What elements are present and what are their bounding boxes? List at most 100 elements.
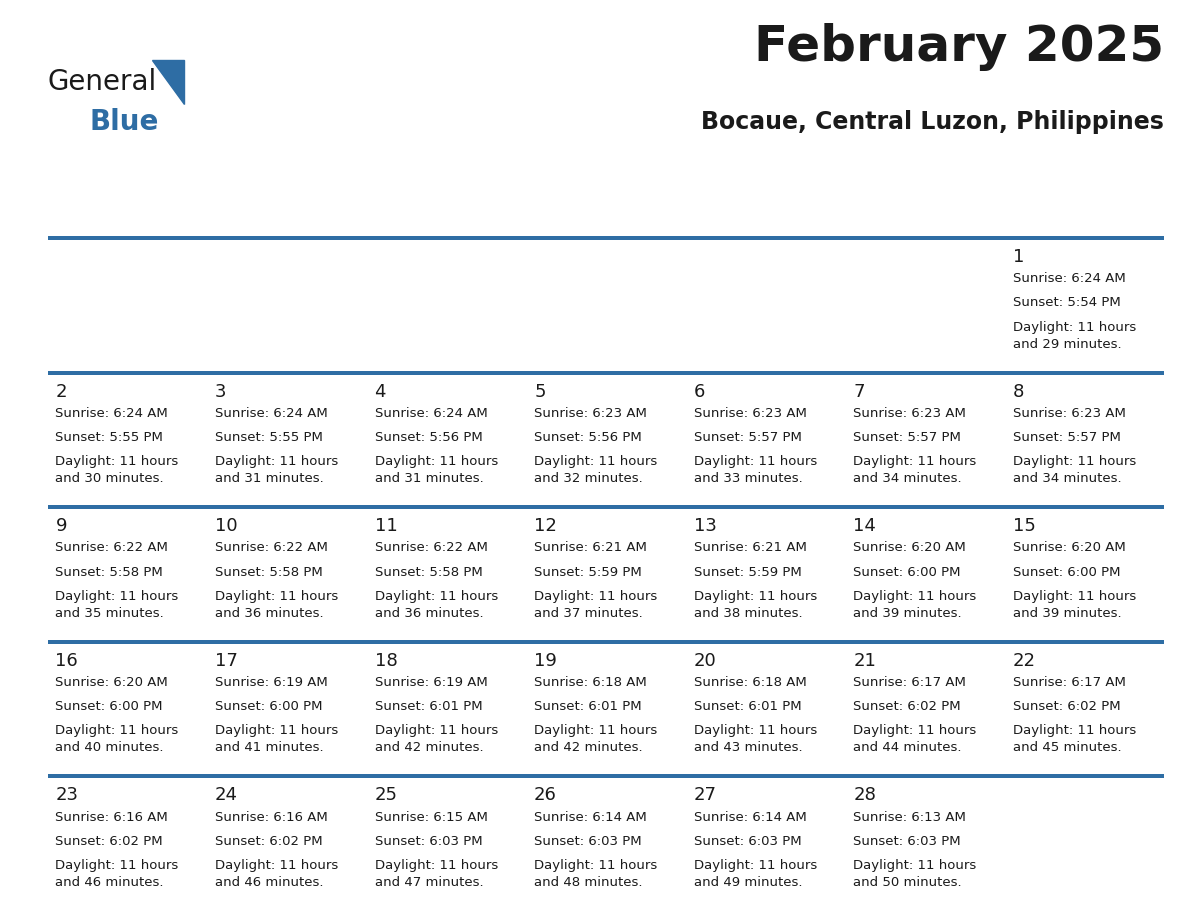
Text: Sunrise: 6:20 AM: Sunrise: 6:20 AM [1012,542,1125,554]
Text: Daylight: 11 hours
and 50 minutes.: Daylight: 11 hours and 50 minutes. [853,859,977,889]
Bar [207,236,367,240]
Text: Sunset: 5:57 PM: Sunset: 5:57 PM [853,431,961,444]
Text: Daylight: 11 hours
and 36 minutes.: Daylight: 11 hours and 36 minutes. [374,590,498,620]
Text: Daylight: 11 hours
and 29 minutes.: Daylight: 11 hours and 29 minutes. [1012,320,1136,351]
Text: 7: 7 [853,383,865,400]
Text: Daylight: 11 hours
and 46 minutes.: Daylight: 11 hours and 46 minutes. [215,859,339,889]
Bar [685,505,845,509]
Bar [845,236,1005,240]
Bar [845,774,1005,778]
Bar [48,505,207,509]
Bar [685,371,845,375]
Text: Daylight: 11 hours
and 49 minutes.: Daylight: 11 hours and 49 minutes. [694,859,817,889]
Text: Daylight: 11 hours
and 44 minutes.: Daylight: 11 hours and 44 minutes. [853,724,977,755]
Text: Sunset: 6:02 PM: Sunset: 6:02 PM [1012,700,1120,713]
Text: Sunset: 6:03 PM: Sunset: 6:03 PM [694,834,801,848]
Text: Monday: Monday [216,201,285,218]
Text: 14: 14 [853,517,876,535]
Text: Sunset: 5:57 PM: Sunset: 5:57 PM [1012,431,1120,444]
Bar [845,371,1005,375]
Bar [526,371,685,375]
Text: Sunset: 5:58 PM: Sunset: 5:58 PM [374,565,482,578]
Text: Sunset: 5:55 PM: Sunset: 5:55 PM [215,431,323,444]
Text: Sunrise: 6:24 AM: Sunrise: 6:24 AM [56,407,169,420]
Text: Sunrise: 6:24 AM: Sunrise: 6:24 AM [1012,273,1125,285]
Text: Sunrise: 6:14 AM: Sunrise: 6:14 AM [694,811,807,823]
Bar [526,236,685,240]
Text: Sunset: 6:03 PM: Sunset: 6:03 PM [853,834,961,848]
Text: Daylight: 11 hours
and 43 minutes.: Daylight: 11 hours and 43 minutes. [694,724,817,755]
Bar [367,371,526,375]
Text: 12: 12 [535,517,557,535]
Text: Sunset: 5:56 PM: Sunset: 5:56 PM [374,431,482,444]
Text: Daylight: 11 hours
and 31 minutes.: Daylight: 11 hours and 31 minutes. [215,455,339,486]
Text: 2: 2 [56,383,67,400]
Text: 21: 21 [853,652,876,670]
Text: Daylight: 11 hours
and 36 minutes.: Daylight: 11 hours and 36 minutes. [215,590,339,620]
Text: 16: 16 [56,652,78,670]
Text: 26: 26 [535,787,557,804]
Text: Sunset: 5:57 PM: Sunset: 5:57 PM [694,431,802,444]
Text: Sunrise: 6:20 AM: Sunrise: 6:20 AM [853,542,966,554]
Text: Sunset: 5:54 PM: Sunset: 5:54 PM [1012,297,1120,309]
Text: Saturday: Saturday [1015,201,1093,218]
Text: 4: 4 [374,383,386,400]
Text: Wednesday: Wednesday [536,201,637,218]
Text: Daylight: 11 hours
and 32 minutes.: Daylight: 11 hours and 32 minutes. [535,455,657,486]
Text: Daylight: 11 hours
and 33 minutes.: Daylight: 11 hours and 33 minutes. [694,455,817,486]
Text: Daylight: 11 hours
and 42 minutes.: Daylight: 11 hours and 42 minutes. [535,724,657,755]
Text: Daylight: 11 hours
and 38 minutes.: Daylight: 11 hours and 38 minutes. [694,590,817,620]
Text: Sunset: 6:00 PM: Sunset: 6:00 PM [215,700,322,713]
Text: Sunset: 5:56 PM: Sunset: 5:56 PM [535,431,642,444]
Bar [207,505,367,509]
Text: Sunrise: 6:20 AM: Sunrise: 6:20 AM [56,676,169,689]
Text: 27: 27 [694,787,716,804]
Bar [48,640,207,644]
Text: Sunrise: 6:23 AM: Sunrise: 6:23 AM [694,407,807,420]
Text: 10: 10 [215,517,238,535]
Bar [685,774,845,778]
Bar [367,236,526,240]
Text: 28: 28 [853,787,876,804]
Text: 3: 3 [215,383,227,400]
Text: 25: 25 [374,787,398,804]
Text: Daylight: 11 hours
and 39 minutes.: Daylight: 11 hours and 39 minutes. [1012,590,1136,620]
Text: Daylight: 11 hours
and 34 minutes.: Daylight: 11 hours and 34 minutes. [1012,455,1136,486]
Text: Sunrise: 6:19 AM: Sunrise: 6:19 AM [374,676,487,689]
Text: Sunrise: 6:14 AM: Sunrise: 6:14 AM [535,811,646,823]
Text: Daylight: 11 hours
and 35 minutes.: Daylight: 11 hours and 35 minutes. [56,590,178,620]
Bar [526,774,685,778]
Text: Sunset: 6:02 PM: Sunset: 6:02 PM [56,834,163,848]
Text: 22: 22 [1012,652,1036,670]
Text: Sunset: 6:01 PM: Sunset: 6:01 PM [374,700,482,713]
Text: Daylight: 11 hours
and 47 minutes.: Daylight: 11 hours and 47 minutes. [374,859,498,889]
Text: Sunrise: 6:24 AM: Sunrise: 6:24 AM [374,407,487,420]
Text: 8: 8 [1012,383,1024,400]
Text: Bocaue, Central Luzon, Philippines: Bocaue, Central Luzon, Philippines [701,109,1164,134]
Text: Tuesday: Tuesday [377,201,447,218]
Bar [1005,505,1164,509]
Text: Sunday: Sunday [57,201,122,218]
Text: Sunrise: 6:22 AM: Sunrise: 6:22 AM [374,542,487,554]
Text: 19: 19 [535,652,557,670]
Bar [1005,640,1164,644]
Bar [48,371,207,375]
Text: Daylight: 11 hours
and 42 minutes.: Daylight: 11 hours and 42 minutes. [374,724,498,755]
Text: Daylight: 11 hours
and 37 minutes.: Daylight: 11 hours and 37 minutes. [535,590,657,620]
Text: Sunrise: 6:22 AM: Sunrise: 6:22 AM [215,542,328,554]
Bar [367,505,526,509]
Bar [845,640,1005,644]
Bar [1005,774,1164,778]
Bar [367,774,526,778]
Text: Sunset: 5:58 PM: Sunset: 5:58 PM [56,565,163,578]
Bar [207,640,367,644]
Text: Thursday: Thursday [695,201,776,218]
Text: February 2025: February 2025 [754,23,1164,72]
Text: Daylight: 11 hours
and 40 minutes.: Daylight: 11 hours and 40 minutes. [56,724,178,755]
Text: Sunrise: 6:21 AM: Sunrise: 6:21 AM [535,542,647,554]
Text: Sunset: 6:00 PM: Sunset: 6:00 PM [853,565,961,578]
Bar [48,236,207,240]
Text: 5: 5 [535,383,545,400]
Text: 13: 13 [694,517,716,535]
Text: Daylight: 11 hours
and 31 minutes.: Daylight: 11 hours and 31 minutes. [374,455,498,486]
